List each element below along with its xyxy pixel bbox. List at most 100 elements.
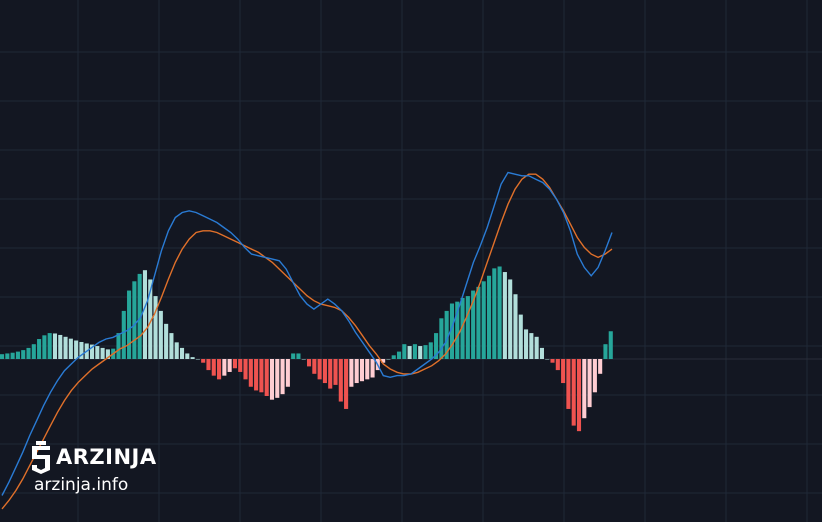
histogram-bar (338, 359, 343, 402)
histogram-bar (10, 352, 15, 359)
histogram-bar (217, 359, 222, 380)
histogram-bar (354, 359, 359, 384)
histogram-bar (301, 359, 306, 360)
histogram-bar (248, 359, 253, 387)
histogram-bar (550, 359, 555, 363)
histogram-bar (508, 279, 513, 359)
histogram-bar (232, 359, 237, 369)
histogram-bar (291, 353, 296, 359)
brand-row: ARZINJA (30, 440, 157, 474)
histogram-bar (428, 342, 433, 359)
histogram-bar (608, 331, 613, 359)
histogram-bar (486, 275, 492, 359)
histogram-bar (566, 359, 571, 409)
histogram-bar (370, 359, 375, 378)
histogram-bar (5, 353, 10, 359)
histogram-bar (52, 333, 58, 359)
histogram-bar (465, 296, 470, 359)
histogram-bar (280, 359, 285, 395)
histogram-bar (222, 359, 227, 376)
histogram-bar (471, 290, 476, 359)
histogram-bar (555, 359, 560, 371)
histogram-bar (407, 346, 412, 359)
histogram-bar (142, 270, 147, 359)
histogram-bar (455, 301, 460, 359)
histogram-bar (158, 310, 163, 359)
histogram-bar (513, 294, 518, 359)
histogram-bar (127, 290, 132, 359)
histogram-bar (545, 359, 550, 360)
histogram-bar (15, 351, 20, 359)
histogram-bar (21, 350, 26, 359)
histogram-bar (328, 359, 333, 389)
histogram-bar (201, 359, 206, 363)
histogram-bar (391, 355, 396, 359)
histogram-bar (148, 279, 153, 359)
histogram-bar (418, 346, 423, 359)
histogram-bar (275, 359, 280, 398)
histogram-bar (0, 354, 5, 359)
histogram-bar (105, 349, 110, 359)
histogram-bar (534, 336, 539, 359)
histogram-bar (524, 329, 529, 359)
histogram-bars (0, 266, 613, 432)
histogram-bar (26, 347, 31, 359)
histogram-bar (518, 314, 523, 359)
histogram-bar (386, 359, 391, 360)
histogram-bar (58, 334, 63, 359)
histogram-bar (100, 347, 105, 359)
histogram-bar (153, 296, 158, 359)
histogram-bar (502, 272, 507, 359)
histogram-bar (190, 357, 195, 359)
histogram-bar (31, 344, 36, 359)
histogram-bar (449, 303, 454, 359)
histogram-bar (497, 266, 502, 359)
histogram-bar (603, 344, 608, 359)
histogram-bar (381, 359, 386, 363)
histogram-bar (195, 359, 200, 360)
histogram-bar (359, 359, 365, 382)
brand-name: ARZINJA (56, 445, 157, 469)
arzinja-logo-icon (32, 441, 50, 474)
histogram-bar (238, 359, 243, 372)
histogram-bar (185, 353, 190, 359)
histogram-bar (539, 347, 544, 359)
histogram-bar (95, 346, 100, 359)
histogram-bar (254, 359, 259, 391)
histogram-bar (529, 333, 534, 359)
histogram-bar (74, 340, 79, 359)
histogram-bar (349, 359, 354, 387)
histogram-bar (137, 273, 142, 359)
brand-url: arzinja.info (34, 475, 129, 495)
histogram-bar (116, 333, 121, 359)
histogram-bar (42, 335, 47, 359)
histogram-bar (412, 344, 417, 359)
histogram-bar (243, 359, 248, 380)
histogram-bar (63, 336, 68, 359)
brand-watermark: ARZINJA arzinja.info (30, 440, 157, 496)
histogram-bar (312, 359, 317, 374)
histogram-bar (444, 310, 449, 359)
histogram-bar (402, 344, 407, 359)
histogram-bar (174, 342, 179, 359)
histogram-bar (264, 359, 269, 396)
histogram-bar (296, 353, 301, 359)
histogram-bar (285, 359, 290, 387)
histogram-bar (37, 339, 42, 359)
histogram-bar (365, 359, 370, 380)
histogram-bar (206, 359, 211, 371)
histogram-bar (259, 359, 264, 393)
histogram-bar (576, 359, 582, 432)
histogram-bar (344, 359, 349, 409)
histogram-bar (571, 359, 576, 426)
histogram-bar (492, 268, 497, 359)
histogram-bar (269, 359, 275, 400)
histogram-bar (396, 351, 402, 359)
histogram-bar (322, 359, 327, 384)
histogram-bar (582, 359, 587, 419)
histogram-bar (227, 359, 232, 372)
histogram-bar (587, 359, 592, 408)
histogram-bar (169, 333, 174, 359)
